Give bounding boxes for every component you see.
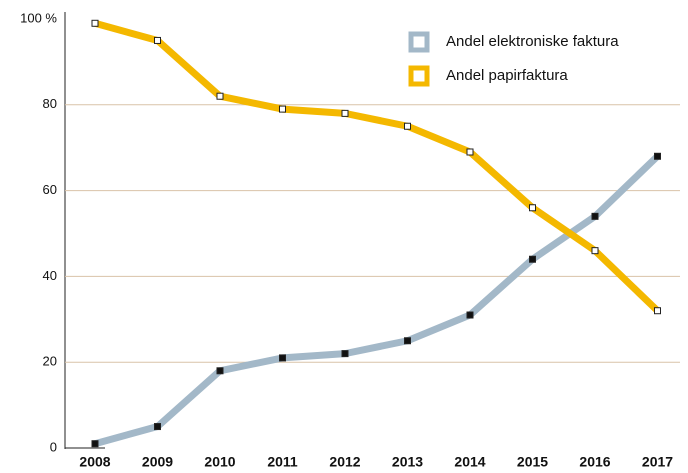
x-tick-label: 2015 [517,454,548,470]
point-marker [591,247,599,255]
y-tick-label: 100 % [20,10,57,25]
point-marker [279,354,286,362]
x-tick-label: 2013 [392,454,423,470]
legend-swatch [408,31,430,53]
point-marker [216,367,224,375]
point-marker [404,337,411,345]
y-tick-label: 40 [43,268,57,283]
point-marker [404,122,411,130]
y-tick-label: 20 [43,354,57,369]
x-tick-label: 2014 [454,454,485,470]
x-tick-label: 2016 [579,454,610,470]
point-marker [91,19,99,27]
point-marker [654,152,661,160]
point-marker [279,105,286,113]
x-tick-label: 2017 [642,454,673,470]
point-marker [91,440,99,448]
point-marker [466,148,474,156]
point-marker [529,204,536,212]
x-tick-label: 2010 [204,454,235,470]
legend-label: Andel papirfaktura [446,67,568,84]
point-marker [216,92,224,100]
y-tick-label: 0 [50,439,57,454]
x-tick-label: 2011 [267,454,298,470]
point-marker [654,307,661,315]
legend-label: Andel elektroniske faktura [446,33,619,50]
series-line [94,153,660,448]
point-marker [154,423,161,431]
x-tick-label: 2009 [142,454,173,470]
x-tick-label: 2008 [79,454,110,470]
point-marker [591,212,599,220]
series-line [94,19,660,314]
y-tick-label: 80 [43,96,57,111]
legend-swatch [408,65,430,87]
point-marker [341,109,349,117]
point-marker [341,350,349,358]
x-tick-label: 2012 [329,454,360,470]
point-marker [154,36,161,44]
point-marker [466,311,474,319]
point-marker [529,255,536,263]
y-tick-label: 60 [43,182,57,197]
